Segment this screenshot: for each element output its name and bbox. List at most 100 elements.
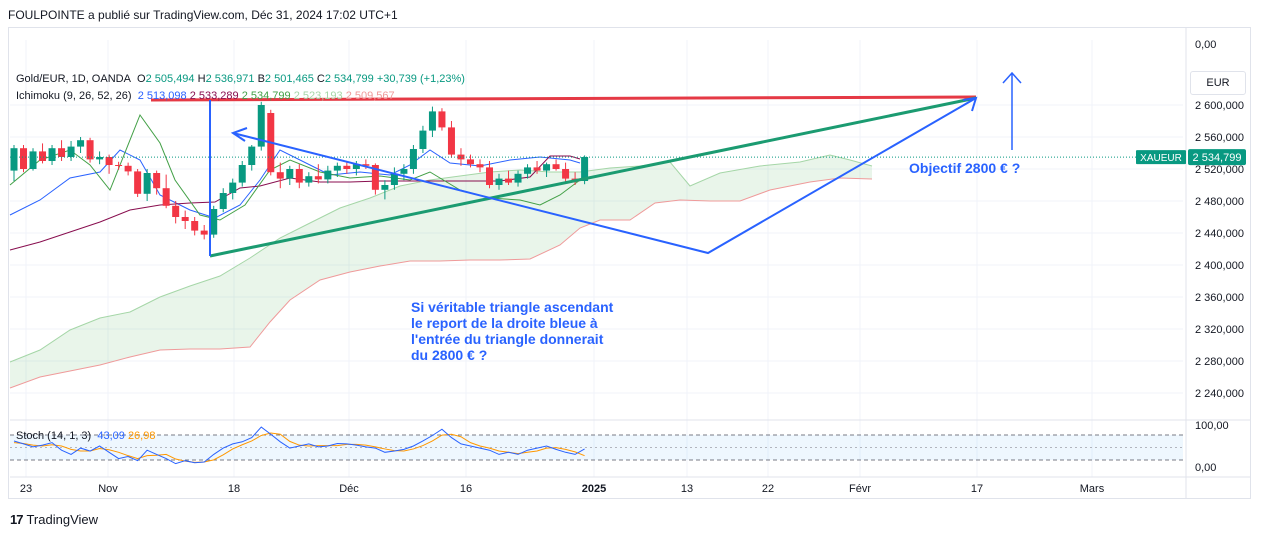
candle <box>200 225 208 240</box>
candle <box>124 162 132 176</box>
ichimoku-value: 2 509,567 <box>345 90 395 102</box>
note-line: l'entrée du triangle donnerait <box>411 331 604 347</box>
candle-body <box>124 165 132 172</box>
candle-body <box>295 169 303 183</box>
tradingview-logo-icon: 17 <box>10 512 24 527</box>
time-tick-label: Nov <box>98 483 118 495</box>
candle <box>172 201 180 224</box>
candle <box>229 178 237 200</box>
candle <box>486 161 493 189</box>
note-line: Si véritable triangle ascendant <box>411 299 614 315</box>
price-tag: 2 534,799 <box>1193 152 1242 164</box>
candle-body <box>58 148 66 157</box>
axes: 0,00 2 600,000 2 560,000 2 520,000 2 480,000… <box>20 39 1246 495</box>
stoch-d-line <box>13 432 585 463</box>
ichimoku-legend: Ichimoku (9, 26, 52, 26) 2 513,098 2 533… <box>16 90 395 102</box>
candle-body <box>562 169 570 179</box>
candle-body <box>181 217 189 221</box>
candle <box>476 159 484 173</box>
candle-body <box>409 149 417 169</box>
low-label: B <box>257 73 265 85</box>
candle-body <box>48 148 56 161</box>
currency-selector[interactable]: EUR <box>1190 71 1246 95</box>
candle-body <box>257 105 265 147</box>
candle <box>153 170 161 195</box>
candle <box>77 137 85 153</box>
candle-body <box>172 205 180 217</box>
candle <box>238 161 246 187</box>
candle-body <box>371 165 379 190</box>
candle <box>115 161 123 170</box>
candle-body <box>248 146 256 165</box>
candle <box>286 165 294 185</box>
price-tick-label: 2 520,000 <box>1195 164 1244 176</box>
candle-body <box>238 165 246 183</box>
candle-body <box>162 188 170 206</box>
stoch-k-value: 43,09 <box>97 430 125 442</box>
candle <box>248 145 256 171</box>
candle <box>86 137 94 163</box>
candle-body <box>229 182 237 193</box>
candle <box>96 151 104 165</box>
price-legend: Gold/EUR, 1D, OANDA O2 505,494 H2 536,97… <box>16 73 465 85</box>
stoch-d-value: 26,98 <box>127 430 156 442</box>
ichimoku-label: Ichimoku (9, 26, 52, 26) <box>16 90 132 102</box>
candle-body <box>552 164 560 169</box>
publish-info: FOULPOINTE a publié sur TradingView.com,… <box>8 8 398 22</box>
note-line: du 2800 € ? <box>411 347 488 363</box>
candle-body <box>143 173 151 194</box>
candle <box>409 145 417 174</box>
candle-body <box>305 176 313 183</box>
candle-body <box>105 157 113 165</box>
candle <box>447 121 455 158</box>
time-tick-label: 17 <box>971 483 983 495</box>
ticker-tag: XAUEUR <box>1140 153 1182 164</box>
ascending-support-line <box>209 96 977 258</box>
candle-body <box>419 130 427 149</box>
candle-body <box>39 151 47 161</box>
tenkan-line <box>9 149 581 219</box>
candle-body <box>505 178 513 183</box>
candle <box>514 170 522 187</box>
time-tick-label: 23 <box>20 483 32 495</box>
candle-body <box>362 164 370 166</box>
ichimoku-value: 2 523,193 <box>293 90 343 102</box>
price-tick-label: 2 280,000 <box>1195 356 1244 368</box>
candles <box>10 101 589 240</box>
senkou-span-a <box>9 154 873 363</box>
arrow-head <box>230 127 248 142</box>
price-tag-bg <box>1188 149 1246 166</box>
candle-body <box>77 140 85 147</box>
candle <box>134 169 142 197</box>
time-tick-label: 18 <box>228 483 240 495</box>
candle-body <box>514 173 522 183</box>
footer-brand[interactable]: 17 TradingView <box>10 512 98 527</box>
candle <box>219 188 227 213</box>
candle <box>276 162 284 189</box>
note-line: le report de la droite bleue à <box>411 315 598 331</box>
brand-name: TradingView <box>26 512 99 527</box>
stoch-tick-label: 100,00 <box>1195 420 1229 432</box>
price-tick-label: 2 600,000 <box>1195 100 1244 112</box>
candle-body <box>543 164 551 171</box>
ticker-tag-bg <box>1136 150 1186 165</box>
candle-body <box>381 185 389 190</box>
candle-body <box>67 146 75 157</box>
candle <box>428 106 436 137</box>
candle-body <box>200 230 208 235</box>
candle-body <box>134 171 142 194</box>
candle-body <box>486 167 493 185</box>
candle-body <box>352 164 360 169</box>
time-tick-label: Mars <box>1080 483 1105 495</box>
price-tick-label: 2 240,000 <box>1195 388 1244 400</box>
price-tick-label: 2 560,000 <box>1195 132 1244 144</box>
candle <box>143 169 151 201</box>
candle <box>10 145 18 181</box>
price-tick-label: 2 400,000 <box>1195 260 1244 272</box>
price-tick-label: 2 320,000 <box>1195 324 1244 336</box>
objective-annotation: Objectif 2800 € ? <box>909 160 1021 176</box>
candle <box>181 210 189 229</box>
projection-path <box>232 97 977 255</box>
candle-body <box>20 148 28 169</box>
